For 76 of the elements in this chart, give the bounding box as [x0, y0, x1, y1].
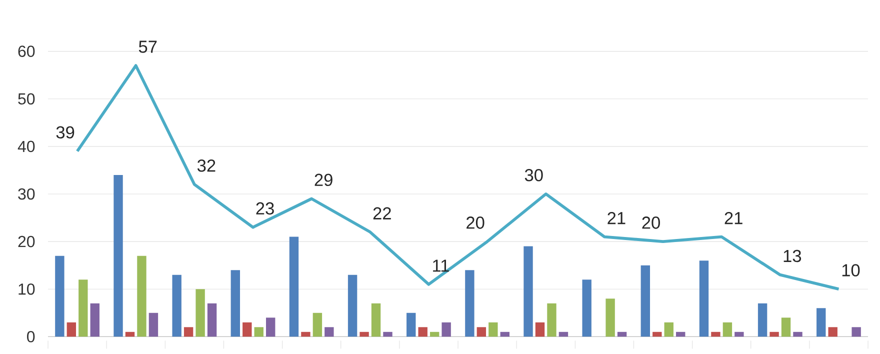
- bar: [770, 332, 779, 337]
- bar: [148, 312, 158, 337]
- data-label: 10: [842, 264, 860, 276]
- bar: [348, 274, 358, 337]
- data-label: 39: [56, 126, 74, 139]
- bar: [722, 322, 732, 337]
- data-label: 20: [466, 216, 484, 229]
- data-label: 32: [197, 160, 216, 172]
- bar: [582, 280, 592, 337]
- bar: [324, 327, 334, 337]
- bar: [699, 260, 709, 337]
- y-tick-label: 60: [18, 46, 35, 58]
- data-label: 30: [524, 169, 543, 182]
- bar: [640, 265, 650, 337]
- bar: [172, 274, 182, 337]
- bar: [230, 270, 240, 337]
- bar: [617, 332, 627, 337]
- data-label: 13: [784, 250, 802, 262]
- y-tick-label: 30: [18, 188, 35, 200]
- y-tick-label: 50: [18, 93, 35, 105]
- y-tick-label: 20: [18, 236, 35, 248]
- data-label: 29: [314, 174, 332, 186]
- data-label: 23: [256, 202, 274, 215]
- bar: [442, 322, 451, 337]
- bar: [711, 332, 720, 337]
- bar: [465, 270, 474, 337]
- bar: [125, 332, 135, 337]
- bar: [78, 280, 88, 337]
- bar: [114, 175, 123, 337]
- bar: [793, 332, 802, 337]
- bar: [500, 332, 510, 337]
- data-label: 21: [608, 212, 626, 224]
- bar: [524, 246, 533, 337]
- bar: [606, 298, 615, 337]
- y-tick-label: 40: [18, 140, 35, 152]
- bar: [301, 332, 310, 337]
- line-series: [76, 64, 840, 291]
- bar: [266, 318, 276, 337]
- bar: [828, 327, 838, 337]
- bar: [476, 327, 486, 337]
- bar: [535, 322, 545, 337]
- bar: [312, 312, 322, 337]
- bar: [360, 332, 369, 337]
- bar: [196, 289, 205, 337]
- bar: [430, 332, 440, 337]
- bar: [242, 322, 252, 337]
- bar: [758, 303, 768, 337]
- data-label: 20: [642, 216, 660, 229]
- bar: [488, 322, 498, 337]
- bar: [383, 332, 392, 337]
- bar: [55, 256, 64, 337]
- bar: [90, 303, 100, 337]
- bar: [547, 303, 556, 337]
- bar: [406, 312, 416, 337]
- bar: [184, 327, 194, 337]
- bar: [289, 236, 299, 337]
- bar: [734, 332, 744, 337]
- y-tick-label: 0: [27, 331, 35, 342]
- y-tick-label: 10: [18, 284, 35, 295]
- bar: [254, 327, 264, 337]
- bar: [816, 308, 826, 337]
- data-label: 11: [433, 260, 449, 272]
- bar: [852, 327, 861, 337]
- bar: [207, 303, 217, 337]
- data-label: 57: [138, 40, 157, 53]
- data-label: 21: [724, 212, 742, 224]
- bar: [781, 318, 791, 337]
- data-label: 22: [373, 207, 391, 220]
- bar: [371, 303, 381, 337]
- bar: [418, 327, 428, 337]
- bar: [66, 322, 76, 337]
- bar: [558, 332, 568, 337]
- bar: [664, 322, 674, 337]
- bar: [652, 332, 662, 337]
- bar: [137, 256, 146, 337]
- bar: [676, 332, 686, 337]
